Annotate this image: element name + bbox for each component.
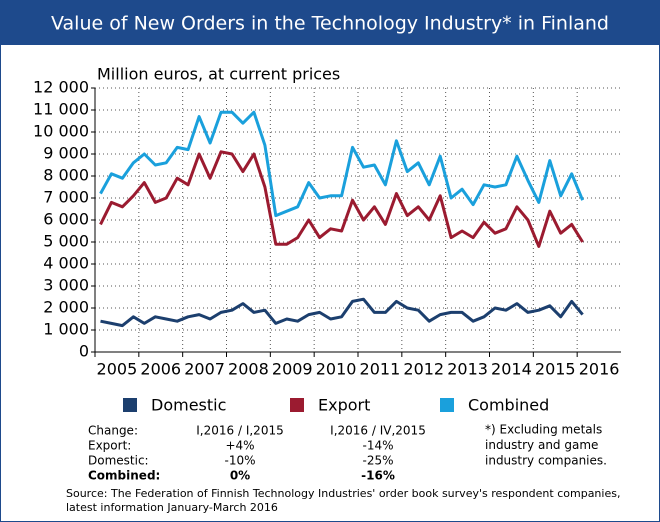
- table-cell: +4%: [225, 439, 254, 453]
- x-tick-label: 2016: [579, 360, 620, 379]
- y-tick-label: 4 000: [43, 254, 89, 273]
- footnote: industry companies.: [485, 454, 607, 468]
- source: latest information January-March 2016: [66, 501, 278, 514]
- table-cell: -25%: [362, 454, 393, 468]
- table-header: Change:: [88, 424, 138, 438]
- table-header: I,2016 / I,2015: [196, 424, 283, 438]
- y-tick-label: 8 000: [43, 166, 89, 185]
- x-tick-label: 2007: [184, 360, 225, 379]
- table-cell: -14%: [362, 439, 393, 453]
- y-tick-label: 2 000: [43, 298, 89, 317]
- y-tick-label: 5 000: [43, 232, 89, 251]
- y-axis-label: Million euros, at current prices: [97, 65, 340, 84]
- legend-swatch: [123, 398, 137, 412]
- y-tick-label: 9 000: [43, 144, 89, 163]
- y-tick-label: 1 000: [43, 320, 89, 339]
- table-cell: Combined:: [88, 469, 160, 483]
- series-line: [100, 297, 584, 328]
- x-tick-label: 2012: [403, 360, 444, 379]
- y-tick-label: 12 000: [33, 78, 89, 97]
- footnote: *) Excluding metals: [485, 423, 602, 437]
- x-tick-label: 2014: [491, 360, 532, 379]
- chart-title: Value of New Orders in the Technology In…: [51, 13, 609, 35]
- table-cell: -16%: [361, 469, 395, 483]
- series-line: [99, 110, 584, 218]
- series-line: [99, 150, 584, 248]
- table-cell: Domestic:: [88, 454, 149, 468]
- x-tick-label: 2006: [140, 360, 181, 379]
- legend-swatch: [440, 398, 454, 412]
- y-tick-label: 0: [79, 342, 89, 361]
- x-tick-label: 2015: [535, 360, 576, 379]
- source: Source: The Federation of Finnish Techno…: [66, 487, 620, 500]
- legend-swatch: [290, 398, 304, 412]
- title-bar: [0, 0, 660, 45]
- y-tick-label: 6 000: [43, 210, 89, 229]
- y-tick-label: 3 000: [43, 276, 89, 295]
- x-tick-label: 2013: [447, 360, 488, 379]
- legend-label: Export: [318, 396, 370, 415]
- table-cell: -10%: [224, 454, 255, 468]
- x-tick-label: 2011: [360, 360, 401, 379]
- y-tick-label: 11 000: [33, 100, 89, 119]
- table-header: I,2016 / IV,2015: [330, 424, 426, 438]
- legend-label: Combined: [468, 396, 549, 415]
- x-tick-label: 2010: [316, 360, 357, 379]
- x-tick-label: 2008: [228, 360, 269, 379]
- footnote: industry and game: [485, 438, 598, 452]
- x-tick-label: 2005: [97, 360, 138, 379]
- y-tick-label: 10 000: [33, 122, 89, 141]
- table-cell: Export:: [88, 439, 131, 453]
- x-tick-label: 2009: [272, 360, 313, 379]
- y-tick-label: 7 000: [43, 188, 89, 207]
- table-cell: 0%: [230, 469, 250, 483]
- legend-label: Domestic: [151, 396, 226, 415]
